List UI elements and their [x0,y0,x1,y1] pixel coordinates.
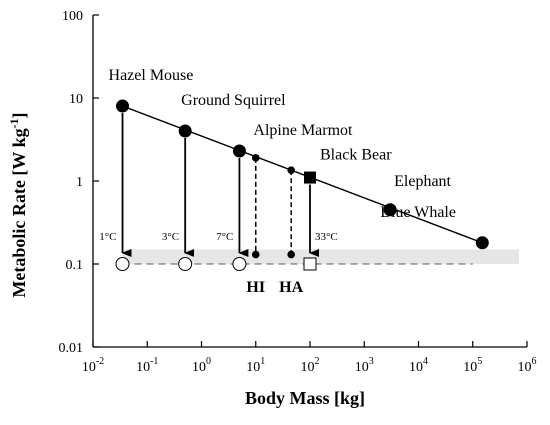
y-axis-title-main: Metabolic Rate [W kg [9,128,29,297]
blue-whale-marker [475,236,489,250]
y-tick-label: 100 [62,9,83,24]
alpine-marmot-label: Alpine Marmot [253,122,353,139]
y-tick-label: 1 [76,175,83,190]
hazel-mouse-temperature-label: 1°C [99,231,116,243]
black-bear-temperature-label: 33°C [315,231,338,243]
y-axis-title: Metabolic Rate [W kg-1] [7,112,29,297]
x-tick-label: 101 [246,356,265,375]
hazel-mouse-hibernation-marker [115,257,130,271]
alpine-marmot-temperature-label: 7°C [216,231,233,243]
x-tick-label: 106 [518,356,537,375]
hi-bottom-point [251,250,260,259]
ha-label: HA [279,279,303,296]
alpine-marmot-hibernation-marker [232,257,247,271]
x-tick-label: 10-2 [82,356,104,375]
y-tick-label: 0.01 [59,341,84,356]
x-tick-label: 105 [463,356,482,375]
hazel-mouse-marker [116,99,130,113]
y-axis-title-end: ] [9,112,29,118]
ground-squirrel-temperature-label: 3°C [162,231,179,243]
y-tick-label: 10 [69,92,83,107]
ground-squirrel-hibernation-marker [178,257,193,271]
alpine-marmot-marker [232,144,246,158]
ha-bottom-point [287,250,295,259]
x-tick-label: 10-1 [136,356,158,375]
blue-whale-label: Blue Whale [380,204,456,221]
black-bear-label: Black Bear [320,147,392,164]
black-bear-marker [304,171,316,184]
elephant-marker [383,203,397,217]
x-axis-title: Body Mass [kg] [245,388,365,408]
hazel-mouse-label: Hazel Mouse [109,67,194,84]
black-bear-hibernation-marker [303,257,317,271]
hi-label: HI [246,279,265,296]
x-tick-label: 103 [355,356,374,375]
elephant-label: Elephant [394,173,451,190]
ground-squirrel-marker [178,124,192,138]
hi-top-point [251,154,260,162]
ha-top-point [287,166,295,174]
x-tick-label: 102 [301,356,320,375]
y-axis-title-sup: -1 [7,118,21,128]
x-tick-label: 104 [409,356,428,375]
hibernation-band [122,249,520,264]
y-tick-label: 0.1 [66,258,84,273]
x-tick-label: 100 [192,356,211,375]
ground-squirrel-label: Ground Squirrel [181,92,286,109]
